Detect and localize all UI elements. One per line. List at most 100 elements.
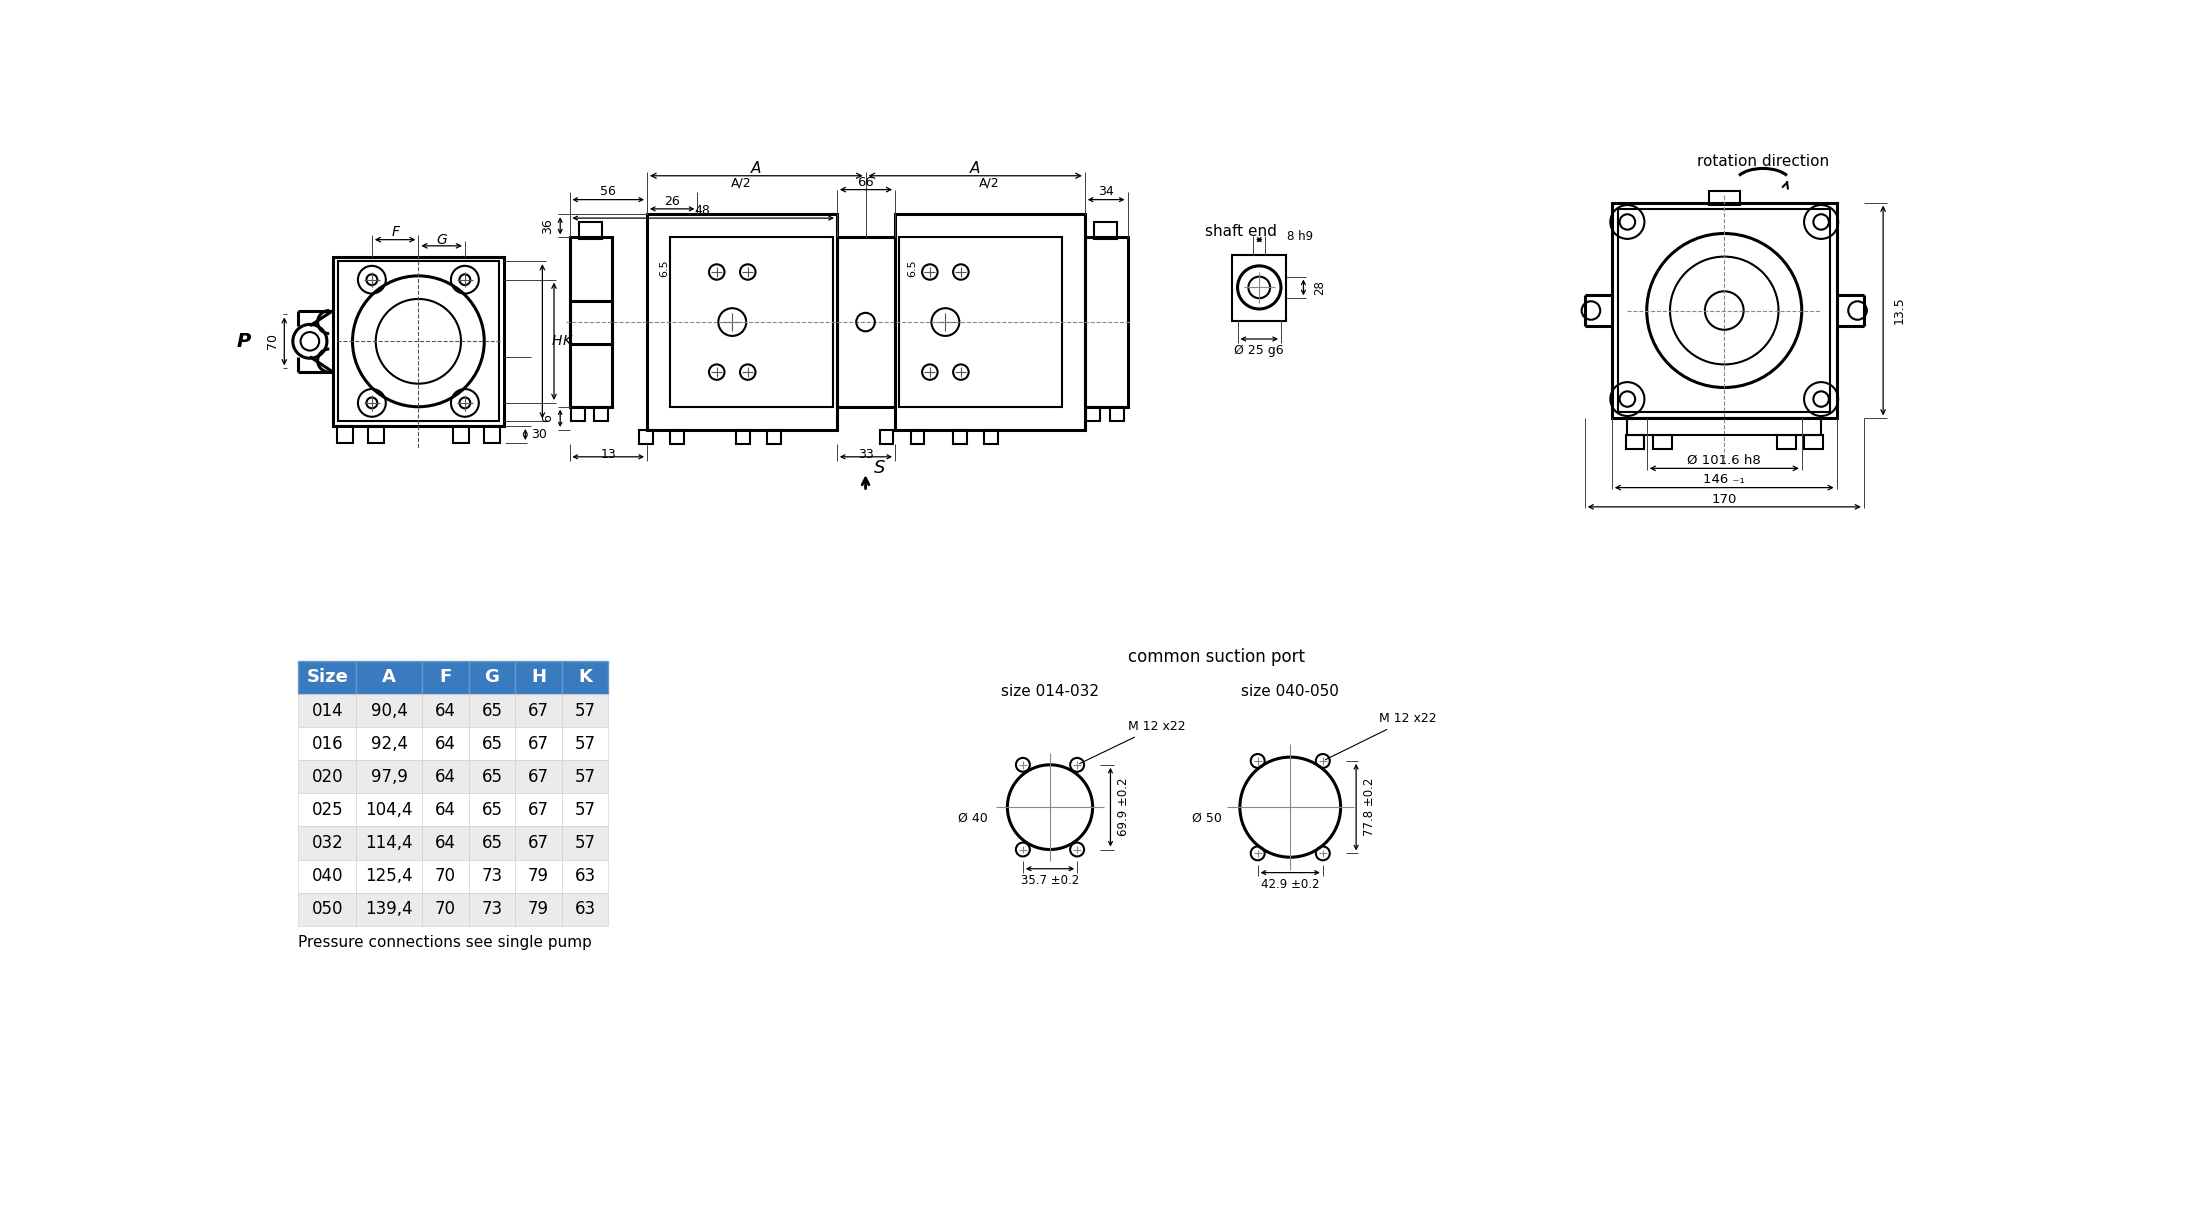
Text: 73: 73 [482,867,502,885]
Text: 48: 48 [695,204,711,217]
Text: 64: 64 [436,834,455,852]
Text: 146 ₋₁: 146 ₋₁ [1703,474,1745,487]
Bar [561,727,607,760]
Bar [337,426,352,443]
Bar [1778,435,1795,449]
Bar [422,893,469,925]
Text: 66: 66 [858,176,873,190]
Bar [1652,435,1672,449]
Bar [515,860,561,893]
Bar [332,256,504,426]
Text: 040: 040 [312,867,343,885]
Bar [640,430,653,443]
Bar [469,727,515,760]
Bar [594,407,607,420]
Text: 125,4: 125,4 [365,867,414,885]
Bar [469,760,515,794]
Bar [911,430,924,443]
Bar [1232,255,1287,320]
Bar [356,661,422,693]
Bar [572,407,585,420]
Text: 67: 67 [528,702,550,720]
Bar [469,860,515,893]
Text: 63: 63 [574,900,596,918]
Text: H: H [530,668,546,686]
Text: size 040-050: size 040-050 [1241,684,1340,699]
Bar [983,430,999,443]
Text: 28: 28 [1313,280,1327,295]
Text: 114,4: 114,4 [365,834,414,852]
Bar [1628,418,1822,435]
Bar [1617,209,1830,412]
Bar [356,727,422,760]
Bar [1804,435,1822,449]
Bar [422,693,469,727]
Bar [367,426,383,443]
Text: 65: 65 [482,801,502,819]
Bar [1613,203,1837,418]
Bar [561,826,607,860]
Text: 70: 70 [436,900,455,918]
Bar [469,893,515,925]
Text: 65: 65 [482,768,502,785]
Bar [356,826,422,860]
Bar [737,430,750,443]
Bar [422,860,469,893]
Text: 70: 70 [436,867,455,885]
Bar [1709,191,1740,205]
Bar [515,693,561,727]
Text: F: F [392,225,398,239]
Bar [880,430,893,443]
Bar [299,693,356,727]
Text: 139,4: 139,4 [365,900,414,918]
Text: shaft end: shaft end [1206,225,1276,239]
Bar [561,661,607,693]
Text: 67: 67 [528,834,550,852]
Text: 104,4: 104,4 [365,801,414,819]
Bar [515,661,561,693]
Bar [339,261,499,422]
Bar [579,222,603,239]
Bar [768,430,781,443]
Text: 90,4: 90,4 [372,702,407,720]
Text: 170: 170 [1712,493,1738,506]
Text: 57: 57 [574,702,596,720]
Text: 30: 30 [532,428,548,441]
Text: rotation direction: rotation direction [1696,155,1828,169]
Text: 35.7 ±0.2: 35.7 ±0.2 [1021,873,1080,887]
Text: 73: 73 [482,900,502,918]
Bar [900,237,1063,407]
Bar [484,426,499,443]
Bar [299,727,356,760]
Bar [570,237,612,407]
Text: 67: 67 [528,801,550,819]
Bar [356,893,422,925]
Text: 79: 79 [528,900,550,918]
Text: 63: 63 [574,867,596,885]
Bar [953,430,968,443]
Bar [469,826,515,860]
Bar [515,760,561,794]
Bar [422,794,469,826]
Text: 13: 13 [601,448,616,461]
Text: G: G [436,233,447,246]
Bar [453,426,469,443]
Bar [561,693,607,727]
Text: 69.9 ±0.2: 69.9 ±0.2 [1118,778,1131,836]
Text: S: S [873,459,884,477]
Text: 8 h9: 8 h9 [1287,230,1313,243]
Bar [356,860,422,893]
Text: Ø 50: Ø 50 [1192,812,1221,825]
Text: G: G [484,668,499,686]
Bar [422,826,469,860]
Bar [1093,222,1118,239]
Text: 6.5: 6.5 [906,260,917,277]
Bar [836,237,895,407]
Text: A/2: A/2 [979,176,999,190]
Text: 42.9 ±0.2: 42.9 ±0.2 [1261,878,1320,890]
Bar [515,727,561,760]
Text: A: A [383,668,396,686]
Text: 032: 032 [312,834,343,852]
Bar [561,893,607,925]
Text: A/2: A/2 [730,176,752,190]
